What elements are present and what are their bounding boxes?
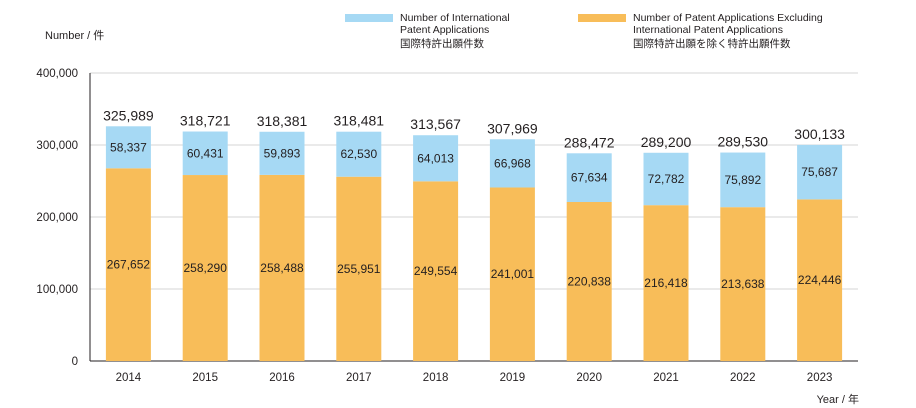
x-tick-label: 2015	[192, 372, 218, 384]
bar-segment-excluding	[489, 187, 535, 361]
data-label-excluding: 213,638	[721, 277, 765, 291]
data-label-international: 67,634	[571, 171, 608, 185]
bar-segment-international	[643, 152, 689, 206]
x-tick-label: 2016	[269, 372, 295, 384]
bar-segment-excluding	[259, 174, 305, 361]
x-tick-label: 2023	[807, 372, 833, 384]
bar-segment-excluding	[566, 201, 612, 361]
bar-segment-excluding	[105, 168, 151, 361]
bar-segment-excluding	[797, 199, 843, 361]
x-tick-label: 2019	[500, 372, 526, 384]
data-label-international: 72,782	[648, 172, 685, 186]
bar-segment-international	[566, 153, 612, 202]
bar-segment-excluding	[720, 207, 766, 361]
data-label-excluding: 267,652	[107, 258, 151, 272]
bar-segment-excluding	[336, 176, 382, 361]
data-label-excluding: 258,488	[260, 261, 304, 275]
bar-segment-international	[413, 135, 459, 182]
legend-intl-line2: Patent Applications	[400, 24, 490, 36]
bar-segment-international	[489, 139, 535, 188]
data-label-excluding: 224,446	[798, 273, 842, 287]
y-tick-label: 0	[72, 356, 78, 368]
total-label: 288,472	[564, 134, 615, 150]
total-label: 289,530	[717, 134, 768, 150]
x-tick-label: 2018	[423, 372, 449, 384]
legend-label-international: Number of International Patent Applicati…	[400, 12, 510, 50]
bar-segment-international	[720, 152, 766, 208]
y-tick-label: 300,000	[36, 140, 78, 152]
total-label: 318,481	[333, 113, 384, 129]
legend-swatch-excluding	[578, 14, 626, 22]
x-axis-label: Year / 年	[816, 394, 859, 406]
data-label-international: 59,893	[264, 146, 301, 160]
data-label-international: 60,431	[187, 146, 224, 160]
bar-segment-international	[105, 126, 151, 169]
x-tick-label: 2017	[346, 372, 372, 384]
legend-excl-line3: 国際特許出願を除く特許出願件数	[633, 38, 791, 50]
total-label: 318,381	[257, 113, 308, 129]
x-tick-label: 2020	[576, 372, 602, 384]
y-tick-label: 400,000	[36, 68, 78, 80]
x-tick-label: 2014	[116, 372, 142, 384]
y-tick-label: 100,000	[36, 284, 78, 296]
bar-segment-international	[182, 131, 228, 176]
total-label: 325,989	[103, 107, 154, 123]
legend-intl-line3: 国際特許出願件数	[400, 38, 484, 50]
total-label: 307,969	[487, 120, 538, 136]
data-label-excluding: 216,418	[644, 276, 688, 290]
data-label-excluding: 255,951	[337, 262, 381, 276]
data-label-international: 62,530	[340, 147, 377, 161]
data-label-international: 75,687	[801, 165, 838, 179]
total-label: 318,721	[180, 113, 231, 129]
data-label-excluding: 258,290	[184, 261, 228, 275]
legend-swatch-international	[345, 14, 393, 22]
bar-segment-international	[336, 131, 382, 177]
bar-segment-excluding	[182, 175, 228, 361]
data-label-international: 58,337	[110, 140, 147, 154]
data-label-excluding: 241,001	[491, 267, 535, 281]
bar-segment-international	[259, 131, 305, 175]
total-label: 300,133	[794, 126, 845, 142]
legend-excl-line1: Number of Patent Applications Excluding	[633, 12, 823, 24]
data-label-international: 64,013	[417, 151, 454, 165]
bar-segment-excluding	[643, 205, 689, 361]
y-tick-label: 200,000	[36, 212, 78, 224]
bar-segment-international	[797, 144, 843, 200]
data-label-international: 66,968	[494, 156, 531, 170]
x-tick-label: 2021	[653, 372, 679, 384]
total-label: 289,200	[641, 134, 692, 150]
y-axis-label: Number / 件	[45, 30, 105, 42]
data-label-excluding: 220,838	[568, 274, 612, 288]
legend-label-excluding: Number of Patent Applications Excluding …	[633, 12, 823, 50]
bar-segment-excluding	[413, 181, 459, 361]
legend-intl-line1: Number of International	[400, 12, 510, 24]
total-label: 313,567	[410, 116, 461, 132]
data-label-international: 75,892	[724, 173, 761, 187]
data-label-excluding: 249,554	[414, 264, 458, 278]
x-tick-label: 2022	[730, 372, 756, 384]
legend-excl-line2: International Patent Applications	[633, 24, 784, 36]
